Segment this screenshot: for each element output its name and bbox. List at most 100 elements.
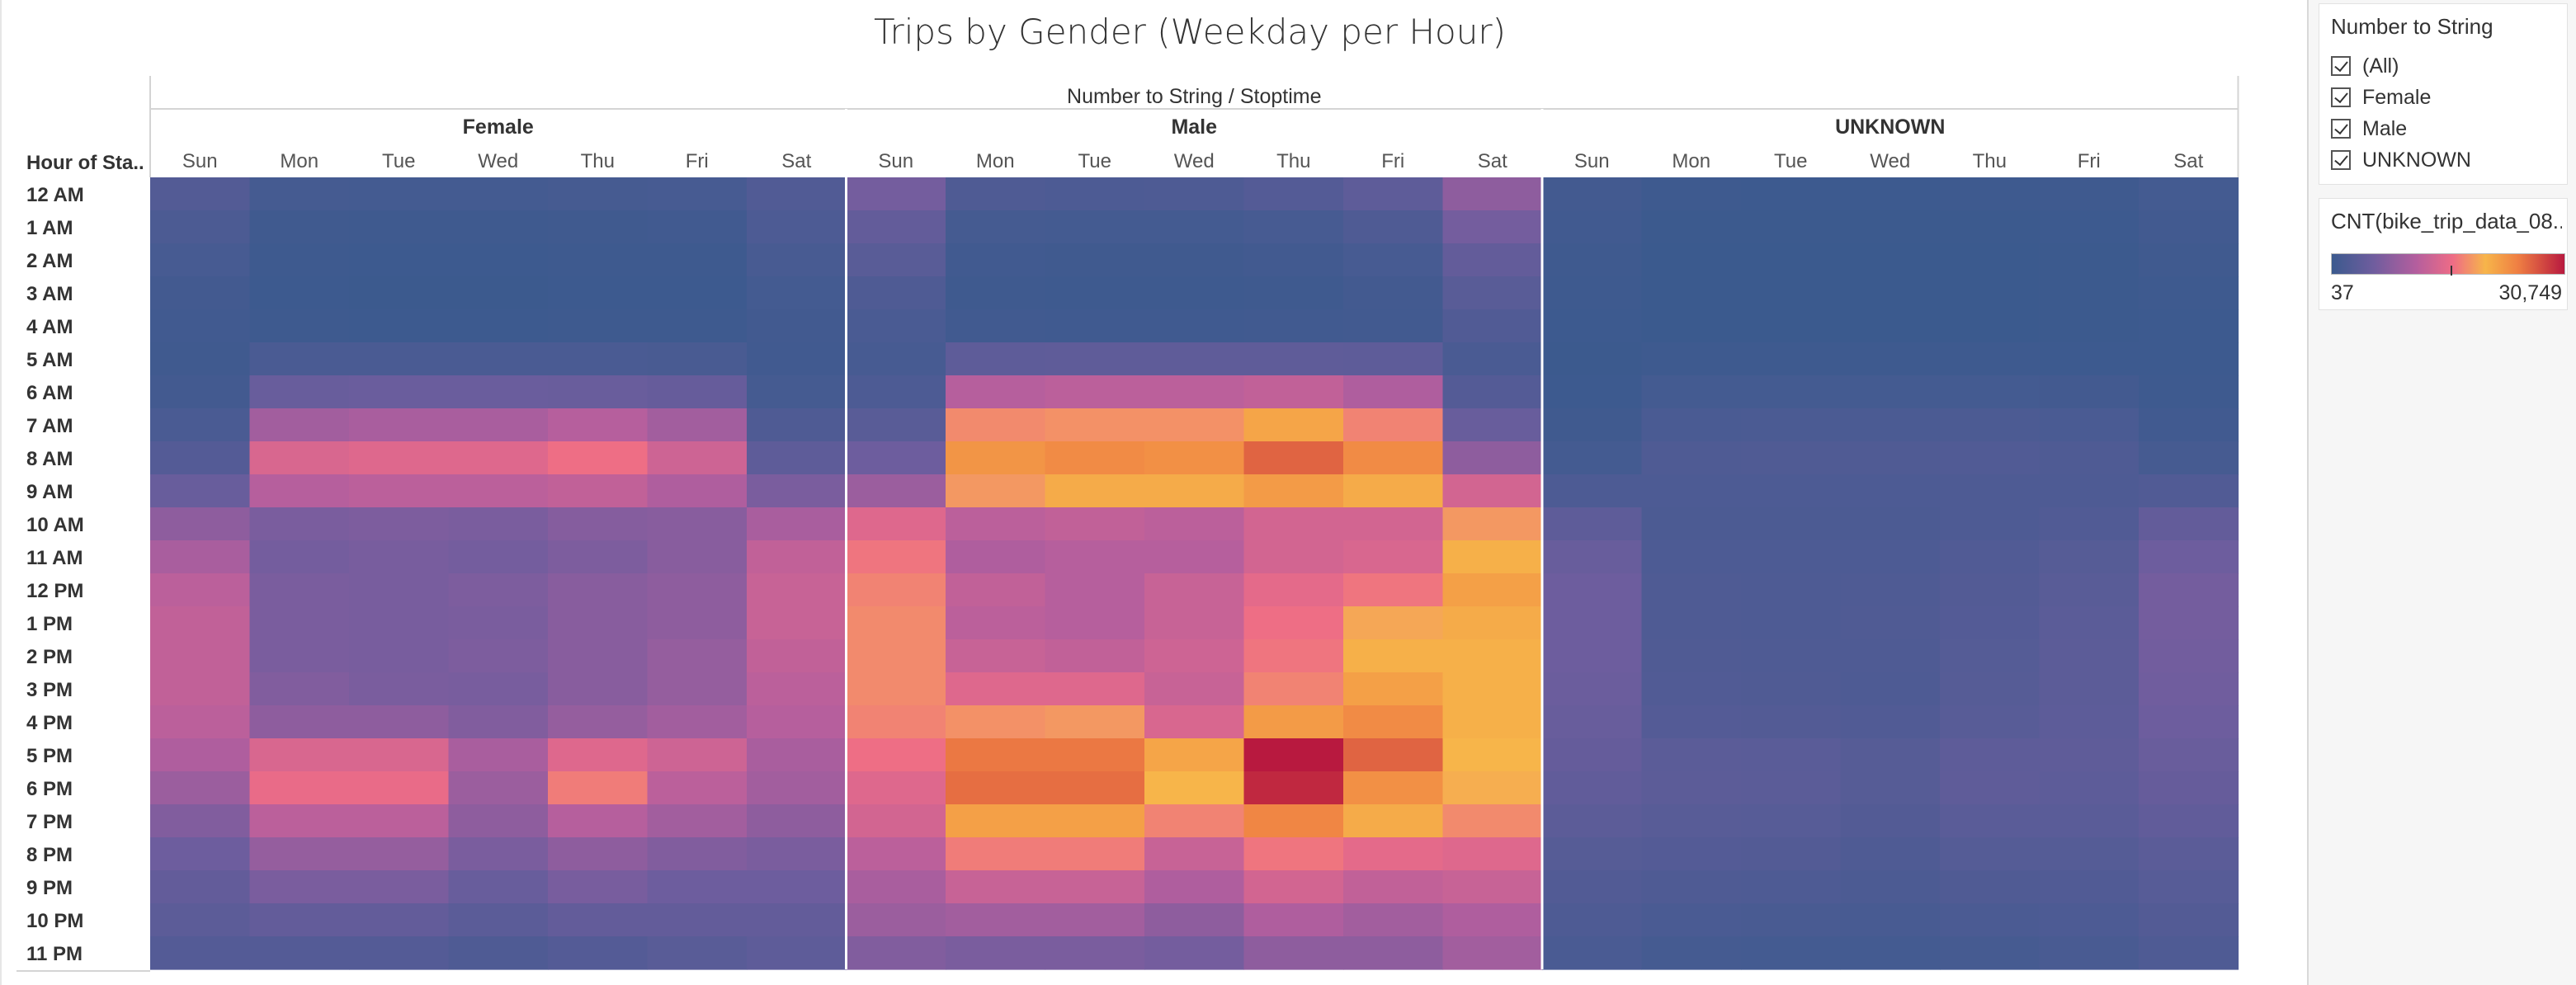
day-label: Tue: [1774, 150, 1807, 172]
heatmap-cell: [349, 210, 450, 244]
heatmap-cell: [1542, 309, 1643, 343]
checkbox-icon[interactable]: [2331, 150, 2351, 170]
heatmap-cell: [1840, 342, 1941, 376]
hour-label: 12 PM: [26, 580, 83, 602]
heatmap-cell: [2139, 474, 2239, 508]
hour-label: 8 PM: [26, 844, 73, 866]
heatmap-cell: [747, 276, 847, 310]
heatmap-cell: [249, 276, 350, 310]
heatmap-cell: [1045, 870, 1145, 904]
heatmap-cell: [946, 474, 1046, 508]
heatmap-cell: [1840, 177, 1941, 211]
legend-max-label: 30,749: [2498, 281, 2562, 304]
day-label: Mon: [976, 150, 1015, 172]
legend-min-label: 37: [2331, 281, 2354, 304]
heatmap-cell: [747, 243, 847, 277]
heatmap-cell: [846, 639, 946, 673]
heatmap-cell: [349, 936, 450, 970]
heatmap-cell: [1542, 342, 1643, 376]
heatmap-cell: [448, 441, 549, 475]
heatmap-cell: [647, 540, 748, 574]
heatmap-cell: [2039, 375, 2140, 409]
heatmap-cell: [448, 408, 549, 442]
heatmap-cell: [548, 276, 649, 310]
filter-item-male[interactable]: Male: [2331, 115, 2407, 143]
heatmap-cell: [1442, 837, 1543, 871]
heatmap-cell: [1243, 936, 1344, 970]
heatmap-cell: [1840, 408, 1941, 442]
heatmap-cell: [1840, 936, 1941, 970]
heatmap-cell: [1343, 936, 1444, 970]
filter-item-all[interactable]: (All): [2331, 52, 2399, 80]
heatmap-cell: [846, 672, 946, 706]
heatmap-cell: [1940, 507, 2041, 541]
day-label: Thu: [581, 150, 615, 172]
day-label: Thu: [1276, 150, 1310, 172]
heatmap-cell: [249, 771, 350, 805]
heatmap-cell: [448, 804, 549, 838]
heatmap-cell: [249, 408, 350, 442]
heatmap-cell: [1243, 540, 1344, 574]
heatmap-cell: [747, 507, 847, 541]
heatmap-cell: [946, 903, 1046, 937]
heatmap-cell: [1542, 903, 1643, 937]
heatmap-cell: [2039, 342, 2140, 376]
heatmap-cell: [1641, 639, 1742, 673]
heatmap-cell: [647, 672, 748, 706]
day-label: Wed: [1870, 150, 1910, 172]
color-legend-card: CNT(bike_trip_data_08... 37 30,749: [2319, 198, 2568, 310]
checkbox-icon[interactable]: [2331, 119, 2351, 139]
heatmap-cell: [747, 870, 847, 904]
heatmap-cell: [150, 672, 251, 706]
heatmap-cell: [1045, 210, 1145, 244]
heatmap-cell: [2039, 771, 2140, 805]
heatmap-cell: [548, 738, 649, 772]
heatmap-cell: [747, 177, 847, 211]
heatmap-cell: [548, 408, 649, 442]
heatmap-cell: [1243, 441, 1344, 475]
checkbox-icon[interactable]: [2331, 87, 2351, 107]
heatmap-cell: [349, 441, 450, 475]
heatmap-cell: [1840, 672, 1941, 706]
heatmap-cell: [1343, 705, 1444, 739]
heatmap-cell: [1243, 573, 1344, 607]
heatmap-cell: [1840, 903, 1941, 937]
heatmap-cell: [1542, 540, 1643, 574]
heatmap-cell: [1243, 309, 1344, 343]
heatmap-cell: [747, 375, 847, 409]
heatmap-cell: [1144, 342, 1245, 376]
heatmap-cell: [2139, 243, 2239, 277]
day-label: Tue: [382, 150, 415, 172]
heatmap-cell: [1144, 936, 1245, 970]
heatmap-cell: [249, 705, 350, 739]
side-panel: Number to String (All) Female Male UNKNO…: [2307, 0, 2576, 985]
heatmap-cell: [249, 474, 350, 508]
filter-item-unknown[interactable]: UNKNOWN: [2331, 146, 2471, 174]
heatmap-cell: [150, 705, 251, 739]
day-label: Thu: [1973, 150, 2007, 172]
heatmap-cell: [1840, 870, 1941, 904]
heatmap-cell: [448, 243, 549, 277]
checkbox-icon[interactable]: [2331, 56, 2351, 76]
hour-label: 8 AM: [26, 448, 73, 470]
heatmap-cell: [1641, 309, 1742, 343]
heatmap-cell: [249, 441, 350, 475]
heatmap-cell: [548, 210, 649, 244]
heatmap-cell: [1542, 408, 1643, 442]
heatmap-cell: [747, 837, 847, 871]
heatmap-cell: [946, 375, 1046, 409]
filter-item-female[interactable]: Female: [2331, 83, 2431, 111]
day-label: Mon: [280, 150, 318, 172]
heatmap-cell: [1542, 375, 1643, 409]
heatmap-cell: [1542, 441, 1643, 475]
heatmap-cell: [349, 705, 450, 739]
heatmap-cell: [846, 441, 946, 475]
heatmap-cell: [1045, 276, 1145, 310]
heatmap-cell: [946, 804, 1046, 838]
heatmap-cell: [747, 342, 847, 376]
hour-label: 7 AM: [26, 415, 73, 437]
heatmap-cell: [1343, 606, 1444, 640]
heatmap-cell: [349, 375, 450, 409]
heatmap-cell: [846, 408, 946, 442]
heatmap-cell: [548, 705, 649, 739]
